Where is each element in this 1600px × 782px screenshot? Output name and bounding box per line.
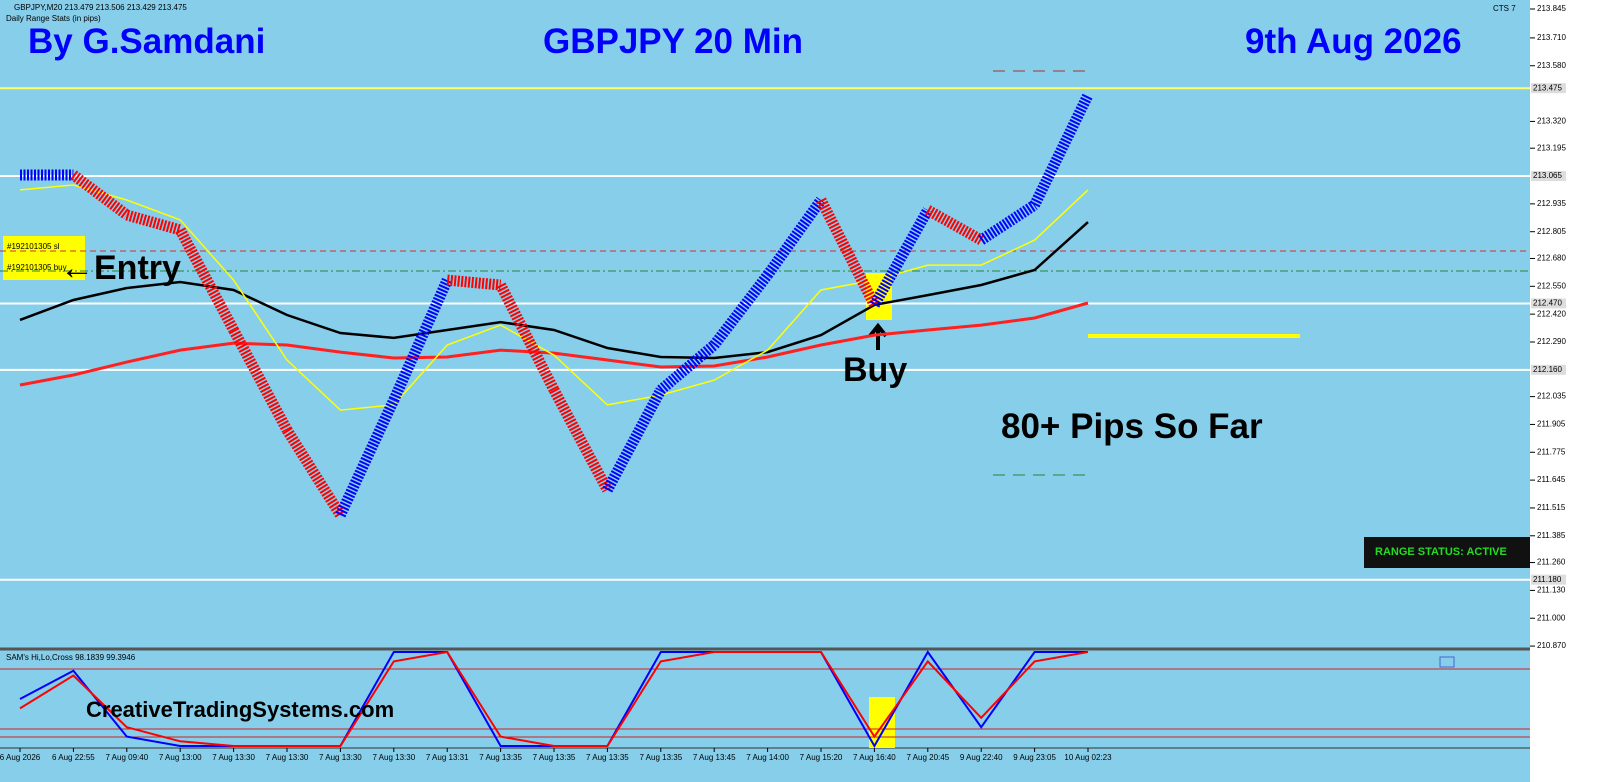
renko-segment: [978, 200, 1038, 245]
level-label: 213.475: [1533, 83, 1562, 92]
y-tick-label: 212.420: [1537, 309, 1566, 318]
x-tick-label: 6 Aug 2026: [0, 753, 41, 762]
x-tick-label: 6 Aug 22:55: [52, 753, 95, 762]
range-status: RANGE STATUS: ACTIVE: [1375, 546, 1507, 558]
y-tick-label: 212.935: [1537, 199, 1566, 208]
x-tick-label: 7 Aug 13:31: [426, 753, 469, 762]
corner-label: CTS 7: [1493, 4, 1516, 13]
level-tag: [1531, 83, 1566, 94]
level-label: 212.160: [1533, 365, 1562, 374]
level-label: 212.470: [1533, 299, 1562, 308]
x-tick-label: 7 Aug 20:45: [906, 753, 949, 762]
y-tick-label: 211.645: [1537, 475, 1566, 484]
level-tag: [1531, 574, 1566, 585]
moving-average: [19, 221, 1089, 360]
y-tick-label: 211.515: [1537, 503, 1566, 512]
y-tick-label: 213.320: [1537, 117, 1566, 126]
oscillator-line: [19, 650, 1089, 747]
chart-date: 9th Aug 2026: [1245, 22, 1462, 61]
x-tick-label: 7 Aug 13:30: [372, 753, 415, 762]
level-label: 213.065: [1533, 171, 1562, 180]
x-tick-label: 7 Aug 16:40: [853, 753, 896, 762]
y-tick-label: 212.035: [1537, 392, 1566, 401]
x-tick-label: 7 Aug 13:35: [533, 753, 576, 762]
x-tick-label: 7 Aug 13:35: [586, 753, 629, 762]
x-tick-label: 7 Aug 13:45: [693, 753, 736, 762]
y-tick-label: 211.260: [1537, 558, 1566, 567]
time-axis-bg: [0, 748, 1530, 782]
x-tick-label: 7 Aug 14:00: [746, 753, 789, 762]
pips-label: 80+ Pips So Far: [1001, 407, 1263, 446]
renko-segment: [175, 227, 239, 333]
level-tag: [1531, 298, 1566, 309]
x-tick-label: 10 Aug 02:23: [1064, 753, 1112, 762]
order-buy: #192101305 buy: [7, 263, 67, 272]
renko-segment: [282, 427, 346, 518]
x-tick-label: 7 Aug 15:20: [800, 753, 843, 762]
level-tag: [1531, 171, 1566, 182]
entry-label: ←Entry: [60, 249, 181, 287]
renko-segment: [763, 196, 826, 279]
renko-segment: [925, 205, 984, 245]
renko-segment: [657, 340, 718, 395]
price-axis-bg: [1530, 0, 1600, 782]
order-box: [3, 236, 85, 280]
x-tick-label: 7 Aug 13:30: [319, 753, 362, 762]
x-tick-label: 7 Aug 13:30: [212, 753, 255, 762]
moving-average: [19, 301, 1089, 387]
buy-arrow: [868, 322, 888, 350]
renko-segment: [602, 387, 666, 493]
x-tick-label: 7 Aug 13:35: [639, 753, 682, 762]
renko-segment: [495, 282, 559, 393]
site-label: CreativeTradingSystems.com: [86, 697, 395, 722]
renko-segment: [335, 397, 399, 518]
y-tick-label: 212.550: [1537, 281, 1566, 290]
x-tick-label: 7 Aug 13:30: [266, 753, 309, 762]
author: By G.Samdani: [28, 22, 266, 61]
range-stats: Daily Range Stats (in pips): [6, 14, 101, 23]
y-tick-label: 211.905: [1537, 420, 1566, 429]
moving-average: [19, 184, 1089, 411]
renko-segment: [816, 197, 880, 308]
chart-title: GBPJPY 20 Min: [543, 22, 804, 61]
x-tick-label: 9 Aug 23:05: [1013, 753, 1056, 762]
x-tick-label: 7 Aug 09:40: [105, 753, 148, 762]
y-tick-label: 212.680: [1537, 254, 1566, 263]
status-box: [1364, 537, 1530, 568]
renko-segment: [1029, 92, 1093, 208]
x-tick-label: 9 Aug 22:40: [960, 753, 1003, 762]
renko-segment: [869, 207, 933, 308]
renko-segment: [446, 274, 502, 291]
level-label: 211.180: [1533, 575, 1562, 584]
y-tick-label: 211.775: [1537, 447, 1566, 456]
renko-segment: [228, 327, 292, 433]
y-tick-label: 211.385: [1537, 531, 1566, 540]
x-tick-label: 7 Aug 13:00: [159, 753, 202, 762]
y-tick-label: 211.130: [1537, 586, 1566, 595]
window-icon: [1439, 656, 1455, 668]
y-tick-label: 211.000: [1537, 613, 1566, 622]
y-tick-label: 212.290: [1537, 337, 1566, 346]
level-tag: [1531, 364, 1566, 375]
osc-highlight: [869, 697, 895, 748]
renko-segment: [388, 277, 453, 403]
x-tick-label: 7 Aug 13:35: [479, 753, 522, 762]
y-tick-label: 213.845: [1537, 4, 1566, 13]
renko-segment: [709, 271, 772, 349]
y-tick-label: 212.805: [1537, 227, 1566, 236]
y-tick-label: 213.580: [1537, 61, 1566, 70]
renko-segment: [70, 170, 131, 220]
symbol-header: GBPJPY,M20 213.479 213.506 213.429 213.4…: [14, 3, 187, 12]
osc-title: SAM's Hi,Lo,Cross 98.1839 99.3946: [6, 653, 136, 662]
y-tick-label: 210.870: [1537, 641, 1566, 650]
order-sl: #192101305 sl: [7, 242, 60, 251]
buy-label: Buy: [843, 351, 908, 389]
renko-segment: [125, 209, 182, 236]
y-tick-label: 213.195: [1537, 143, 1566, 152]
y-tick-label: 213.710: [1537, 33, 1566, 42]
renko-segment: [549, 387, 613, 493]
